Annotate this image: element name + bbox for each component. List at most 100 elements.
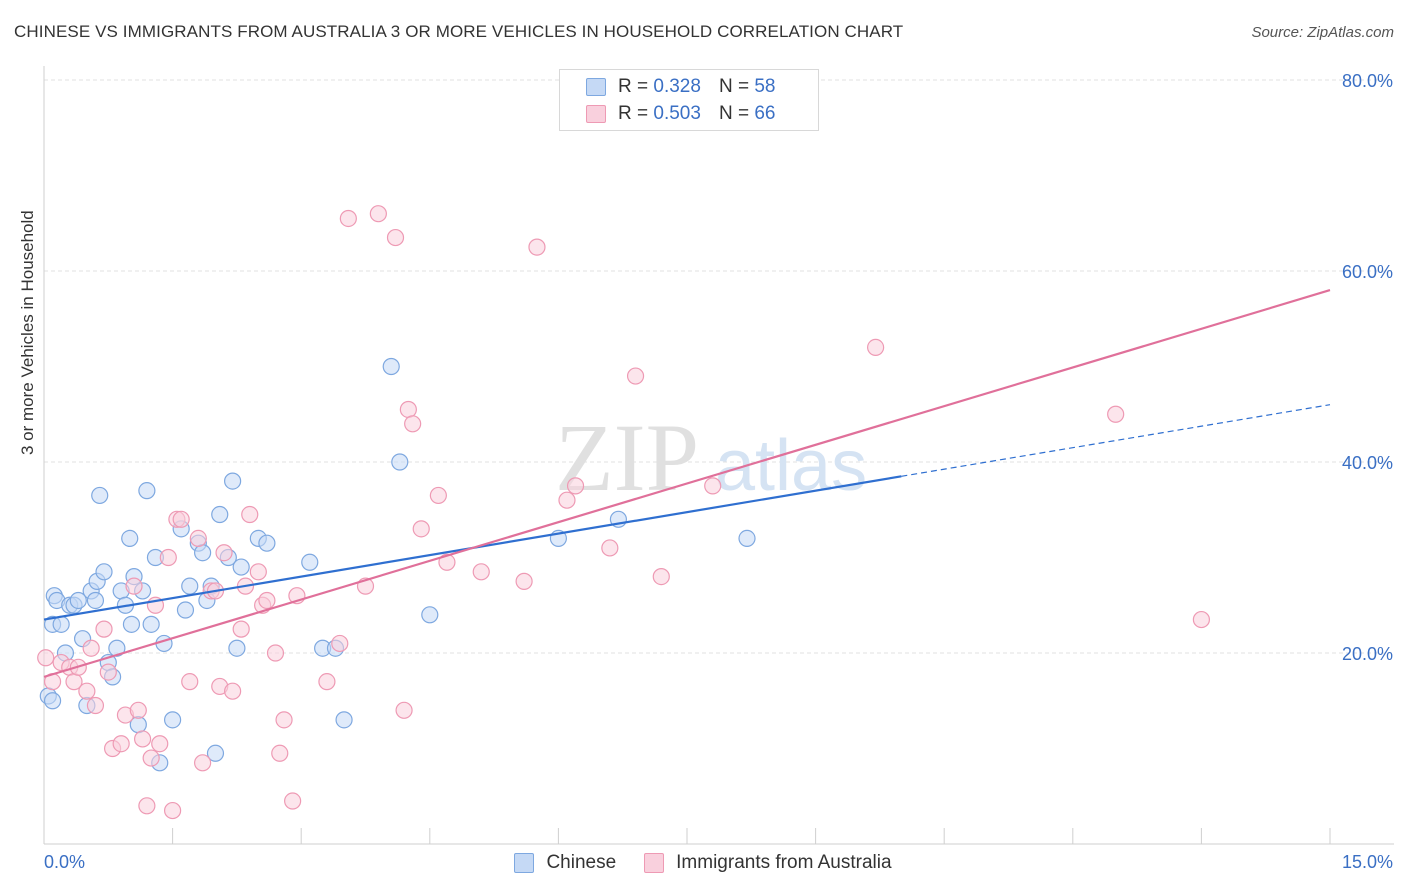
australia-point (142, 749, 160, 767)
series-name: Chinese (546, 852, 617, 873)
chinese-point (69, 591, 87, 610)
legend-r-value: 0.503 (653, 103, 701, 124)
australia-point (399, 400, 417, 419)
trend-layer (43, 289, 1331, 678)
australia-point (241, 505, 259, 524)
chinese-point (335, 711, 353, 729)
chinese-point (421, 606, 439, 624)
y-tick-label: 60.0% (1342, 262, 1393, 282)
australia-point (99, 663, 117, 681)
australia-point (429, 486, 447, 505)
chinese-point (138, 482, 156, 500)
legend-n-label: N = (718, 103, 750, 124)
x-tick-label: 0.0% (44, 852, 85, 872)
chart-title: CHINESE VS IMMIGRANTS FROM AUSTRALIA 3 O… (14, 22, 904, 41)
australia-point (601, 539, 619, 557)
australia-point (181, 673, 199, 691)
chinese-point (206, 744, 225, 762)
chinese-point (738, 529, 756, 548)
chinese-point (382, 357, 400, 376)
legend-r-label: R = (618, 103, 649, 124)
axis-layer (43, 66, 1394, 845)
legend-n-label: N = (718, 76, 750, 97)
australia-point (867, 338, 885, 356)
chinese-trend-extension (901, 404, 1331, 477)
chinese-point (301, 553, 319, 571)
chinese-point (86, 591, 105, 610)
chinese-point (121, 529, 139, 548)
series-name: Immigrants from Australia (676, 852, 892, 873)
x-tick-label: 15.0% (1342, 852, 1393, 872)
australia-point (515, 572, 533, 590)
australia-point (395, 701, 413, 719)
australia-point (86, 696, 105, 715)
australia-point (129, 701, 147, 719)
legend-n-value: 66 (754, 103, 776, 124)
chinese-point (91, 486, 109, 505)
australia-swatch (644, 853, 665, 873)
label-layer: 20.0% 40.0% 60.0% 80.0% 0.0% 15.0% (44, 71, 1393, 872)
australia-point (558, 491, 576, 509)
australia-point (224, 682, 242, 700)
australia-point (151, 735, 169, 753)
watermark-zip: ZIP (555, 404, 699, 511)
legend-row-australia: R = 0.503 N = 66 (586, 102, 775, 126)
series-legend-chinese: Chinese (514, 852, 616, 874)
australia-point (412, 520, 430, 538)
australia-point (284, 792, 302, 810)
chinese-point (391, 453, 409, 471)
australia-point (194, 754, 212, 772)
australia-point (626, 367, 645, 385)
australia-trend-line (43, 289, 1331, 678)
australia-point (404, 415, 422, 433)
y-tick-label: 20.0% (1342, 644, 1393, 664)
chinese-point (95, 563, 113, 581)
australia-point (258, 591, 276, 610)
y-tick-label: 40.0% (1342, 453, 1393, 473)
australia-point (164, 801, 182, 820)
series-legend: Chinese Immigrants from Australia (0, 852, 1406, 874)
chinese-point (224, 472, 242, 490)
australia-point (189, 529, 207, 548)
australia-point (566, 477, 585, 495)
chinese-point (142, 615, 160, 633)
chinese-point (258, 534, 276, 552)
legend-r-label: R = (618, 76, 649, 97)
australia-point (82, 639, 100, 657)
points-layer (37, 205, 1211, 820)
australia-point (1192, 610, 1211, 629)
watermark-atlas: atlas (715, 426, 867, 506)
australia-point (271, 744, 289, 762)
australia-point (215, 544, 233, 562)
australia-point (125, 577, 143, 595)
australia-point (1107, 405, 1125, 423)
australia-point (386, 228, 405, 247)
chinese-point (122, 615, 141, 633)
australia-point (339, 209, 357, 228)
legend-r-value: 0.328 (653, 76, 701, 97)
legend-row-chinese: R = 0.328 N = 58 (586, 75, 775, 99)
y-tick-label: 80.0% (1342, 71, 1393, 91)
australia-point (249, 563, 267, 581)
legend-n-value: 58 (754, 76, 776, 97)
australia-point (275, 711, 293, 729)
australia-point (112, 735, 130, 753)
australia-point (37, 649, 55, 667)
australia-point (133, 730, 152, 748)
australia-point (331, 634, 349, 653)
chinese-swatch (514, 853, 535, 873)
chinese-point (164, 711, 182, 729)
australia-point (652, 567, 670, 586)
australia-point (472, 563, 490, 581)
australia-swatch (586, 105, 606, 123)
australia-point (78, 682, 96, 700)
y-axis-label: 3 or more Vehicles in Household (18, 210, 37, 455)
australia-point (438, 553, 456, 571)
chinese-point (194, 544, 212, 562)
correlation-legend: R = 0.328 N = 58 R = 0.503 N = 66 (559, 69, 819, 131)
chinese-point (211, 505, 229, 524)
chinese-point (43, 692, 62, 710)
australia-point (369, 205, 387, 223)
chinese-point (108, 639, 126, 657)
